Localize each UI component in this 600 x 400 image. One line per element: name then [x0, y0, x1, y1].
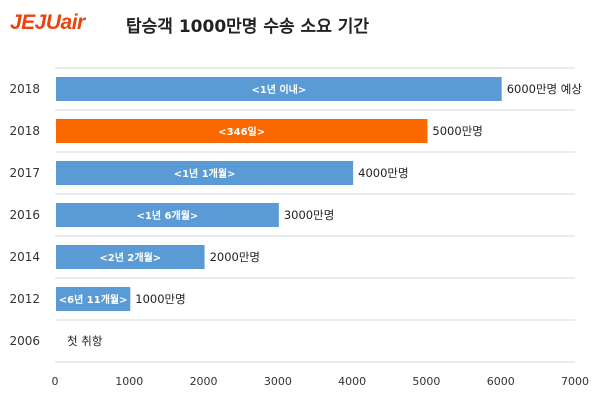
bar-value-label: 첫 취항: [67, 334, 103, 348]
bar-inside-label: <346일>: [218, 125, 265, 138]
x-tick-label: 1000: [115, 375, 143, 388]
category-label: 2018: [9, 82, 40, 96]
bar: [56, 287, 131, 311]
bar: [56, 245, 205, 269]
category-label: 2012: [9, 292, 40, 306]
category-label: 2006: [9, 334, 40, 348]
jejuair-logo: JEJUair: [10, 11, 85, 34]
bar-inside-label: <2년 2개월>: [99, 251, 161, 264]
bar: [56, 77, 502, 101]
bar-value-label: 4000만명: [358, 166, 408, 180]
bar: [56, 119, 428, 143]
category-label: 2018: [9, 124, 40, 138]
x-tick-label: 7000: [561, 375, 589, 388]
bar-inside-label: <1년 1개월>: [174, 167, 236, 180]
category-label: 2017: [9, 166, 40, 180]
bar-value-label: 5000만명: [432, 124, 482, 138]
x-tick-label: 6000: [487, 375, 515, 388]
chart-title: 탑승객 1000만명 수송 소요 기간: [126, 17, 370, 37]
x-tick-label: 5000: [412, 375, 440, 388]
category-label: 2014: [9, 250, 40, 264]
x-tick-label: 2000: [190, 375, 218, 388]
bar-value-label: 1000만명: [135, 292, 185, 306]
bar: [56, 161, 354, 185]
bar-value-label: 6000만명 예상: [507, 82, 583, 96]
x-tick-label: 3000: [264, 375, 292, 388]
bar-value-label: 2000만명: [210, 250, 260, 264]
bar-inside-label: <1년 6개월>: [137, 209, 199, 222]
category-label: 2016: [9, 208, 40, 222]
x-tick-label: 4000: [338, 375, 366, 388]
bar-value-label: 3000만명: [284, 208, 334, 222]
bar-inside-label: <6년 11개월>: [59, 293, 128, 306]
x-tick-label: 0: [52, 375, 59, 388]
bar: [56, 203, 279, 227]
bar-inside-label: <1년 이내>: [251, 83, 306, 96]
